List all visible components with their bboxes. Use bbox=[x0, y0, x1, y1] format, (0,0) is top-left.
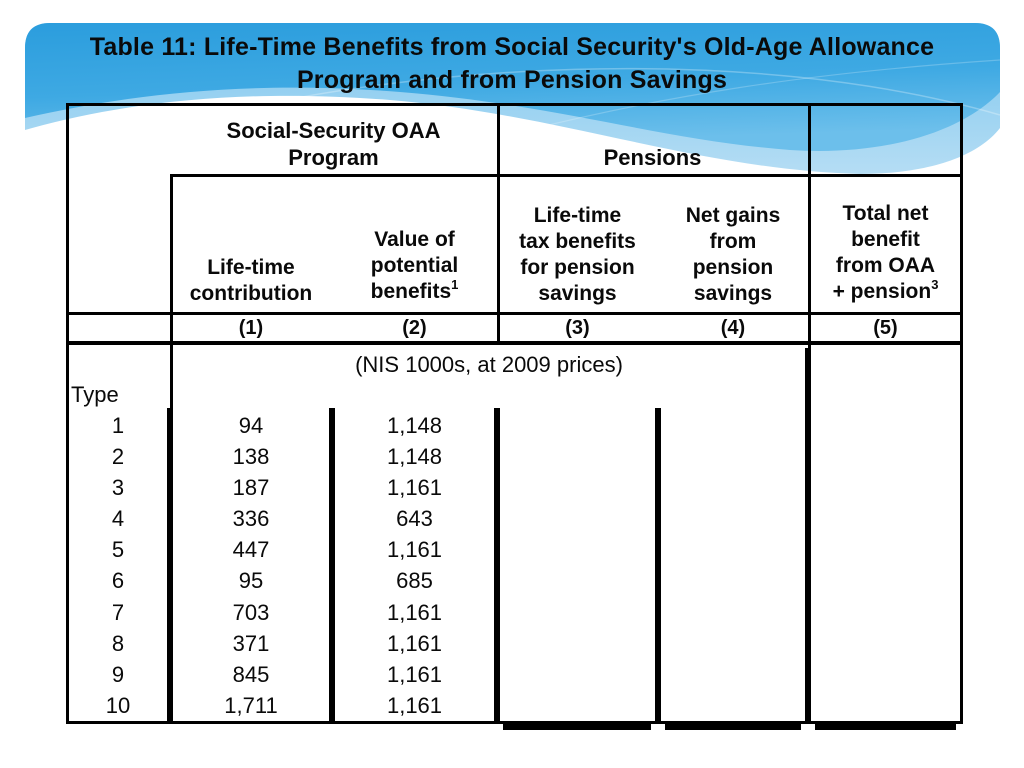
text-line: savings bbox=[693, 282, 773, 305]
text-line: Net gains bbox=[685, 204, 781, 227]
text-line: for pension bbox=[520, 256, 635, 279]
text-line: savings bbox=[538, 282, 617, 305]
divider-col2-col3-thick bbox=[494, 408, 500, 724]
table-border-under-group-headers bbox=[170, 174, 963, 177]
slide-title: Table 11: Life-Time Benefits from Social… bbox=[12, 31, 1012, 97]
table-cell-value_of_potential_benefits: 1,148 bbox=[386, 444, 443, 470]
text-line: from OAA bbox=[835, 254, 936, 277]
value-of-potential-benefits-values-column: 1,148 1,148 1,161 643 1,161 685 1,161 1,161 1,16… bbox=[332, 410, 497, 721]
table-border-right bbox=[960, 103, 963, 724]
column-number-1: (1) bbox=[238, 317, 264, 339]
column-number-5: (5) bbox=[873, 317, 898, 339]
table-border-under-number-row bbox=[66, 341, 963, 345]
table-cell-lifetime_contribution: 187 bbox=[232, 475, 270, 501]
table-cell-value_of_potential_benefits: 1,161 bbox=[386, 630, 443, 656]
table-border-top bbox=[66, 103, 963, 106]
table-cell-lifetime_contribution: 138 bbox=[232, 444, 270, 470]
benefits-table: Social-Security OAA Program Pensions Life… bbox=[66, 103, 963, 735]
table-cell-value_of_potential_benefits: 1,148 bbox=[386, 413, 443, 438]
table-cell-type: 9 bbox=[111, 661, 125, 687]
divider-type-column-thick bbox=[167, 408, 173, 724]
text-line: Value of bbox=[374, 228, 455, 251]
table-cell-type: 3 bbox=[111, 475, 125, 501]
table-cell-lifetime_contribution: 336 bbox=[232, 506, 270, 532]
table-cell-lifetime_contribution: 95 bbox=[238, 568, 264, 594]
units-note: (NIS 1000s, at 2009 prices) bbox=[355, 352, 623, 377]
column-header-total-net-benefit: Total net benefit from OAA + pension3 bbox=[808, 177, 963, 312]
table-bottom-thick-segment bbox=[665, 724, 801, 730]
table-cell-value_of_potential_benefits: 643 bbox=[396, 506, 433, 532]
group-header-pensions: Pensions bbox=[497, 105, 808, 174]
table-cell-value_of_potential_benefits: 1,161 bbox=[386, 537, 443, 563]
table-cell-value_of_potential_benefits: 1,161 bbox=[386, 661, 443, 687]
table-border-bottom bbox=[66, 721, 963, 724]
table-cell-lifetime_contribution: 845 bbox=[232, 661, 270, 687]
table-cell-type: 6 bbox=[111, 568, 125, 594]
row-label-header-type: Type bbox=[71, 382, 119, 407]
text-line: Pensions bbox=[603, 145, 702, 170]
text-line: from bbox=[709, 230, 757, 253]
divider-oaa-pensions bbox=[497, 103, 500, 344]
table-cell-value_of_potential_benefits: 1,161 bbox=[386, 475, 443, 501]
group-header-oaa-program: Social-Security OAA Program bbox=[170, 105, 497, 174]
column-header-lifetime-contribution: Life-time contribution bbox=[170, 177, 332, 312]
text-line: potential bbox=[370, 254, 459, 277]
table-cell-lifetime_contribution: 447 bbox=[232, 537, 270, 563]
table-cell-value_of_potential_benefits: 1,161 bbox=[386, 599, 443, 625]
divider-col3-col4-thick bbox=[655, 408, 661, 724]
table-cell-type: 7 bbox=[111, 599, 125, 625]
table-cell-value_of_potential_benefits: 1,161 bbox=[386, 692, 443, 718]
banner-swoosh-line bbox=[419, 59, 1001, 161]
table-bottom-thick-segment bbox=[815, 724, 956, 730]
divider-pensions-total bbox=[808, 103, 811, 348]
text-line: Total net bbox=[842, 202, 929, 225]
column-header-lifetime-tax-benefits: Life-time tax benefits for pension savings bbox=[497, 177, 658, 312]
column-header-net-gains: Net gains from pension savings bbox=[658, 177, 808, 312]
text-line: Program and from Pension Savings bbox=[296, 66, 728, 94]
table-border-under-column-headers bbox=[66, 312, 963, 315]
table-border-left bbox=[66, 103, 69, 724]
text-line: Life-time bbox=[207, 256, 295, 279]
table-bottom-thick-segment bbox=[503, 724, 651, 730]
text-line: Table 11: Life-Time Benefits from Social… bbox=[89, 33, 935, 61]
table-cell-lifetime_contribution: 94 bbox=[238, 413, 264, 438]
table-cell-type: 1 bbox=[111, 413, 125, 438]
text-line: Program bbox=[288, 145, 379, 170]
table-cell-lifetime_contribution: 703 bbox=[232, 599, 270, 625]
column-header-value-of-potential-benefits: Value of potential benefits1 bbox=[332, 177, 497, 312]
footnote-superscript: 3 bbox=[931, 277, 939, 292]
footnote-superscript: 1 bbox=[451, 277, 459, 292]
text-line: contribution bbox=[189, 282, 313, 305]
text-line: Life-time bbox=[533, 204, 622, 227]
text-line: Social-Security OAA bbox=[226, 118, 441, 143]
table-cell-type: 5 bbox=[111, 537, 125, 563]
column-number-4: (4) bbox=[720, 317, 746, 339]
divider-col4-col5-thick bbox=[805, 348, 811, 724]
column-number-2: (2) bbox=[402, 317, 427, 339]
table-cell-type: 4 bbox=[111, 506, 125, 532]
table-cell-lifetime_contribution: 371 bbox=[232, 630, 270, 656]
banner-swoosh-line bbox=[119, 67, 1001, 141]
banner-main-shape bbox=[25, 23, 1000, 151]
text-line: benefits1 bbox=[370, 277, 459, 303]
type-number-column: 1 2 3 4 5 6 7 8 9 10 bbox=[66, 410, 170, 721]
column-number-3: (3) bbox=[565, 317, 590, 339]
table-cell-type: 10 bbox=[105, 692, 131, 718]
table-cell-value_of_potential_benefits: 685 bbox=[396, 568, 433, 594]
table-cell-type: 8 bbox=[111, 630, 125, 656]
table-cell-lifetime_contribution: 1,711 bbox=[224, 692, 278, 718]
table-cell-type: 2 bbox=[111, 444, 125, 470]
lifetime-contribution-values-column: 94 138 187 336 447 95 703 371 845 1,711 bbox=[170, 410, 332, 721]
text-line: benefit bbox=[851, 228, 920, 251]
text-line: tax benefits bbox=[519, 230, 636, 253]
text-line: + pension3 bbox=[832, 277, 939, 303]
text-line: pension bbox=[692, 256, 774, 279]
divider-col1-col2-thick bbox=[329, 408, 335, 724]
banner-background-graphic bbox=[25, 23, 1001, 174]
